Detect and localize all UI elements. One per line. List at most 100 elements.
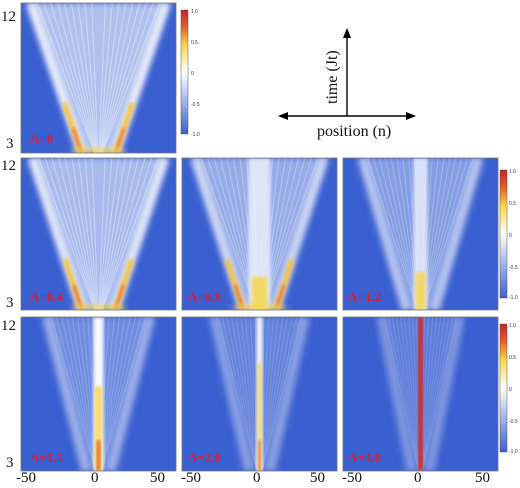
central-stripe xyxy=(248,158,271,310)
panel-label: Λ=4.0 xyxy=(348,450,381,465)
x-axis-label: position (n) xyxy=(317,123,391,140)
panel-label: Λ=2.0 xyxy=(188,450,221,465)
interference-ray xyxy=(50,317,97,471)
interference-ray xyxy=(101,158,160,310)
x-tick-label: 0 xyxy=(91,470,99,486)
interference-ray xyxy=(77,3,98,153)
interference-ray xyxy=(84,3,99,153)
interference-ray xyxy=(98,3,113,153)
interference-ray xyxy=(43,3,96,153)
interference-ray xyxy=(240,317,259,471)
interference-ray xyxy=(100,317,142,471)
colorbar-tick: 0.5 xyxy=(191,40,198,46)
interference-ray xyxy=(101,158,153,310)
interference-ray xyxy=(56,3,97,153)
interference-ray xyxy=(259,317,275,471)
interference-ray xyxy=(66,317,98,471)
interference-ray xyxy=(100,3,141,153)
interference-ray xyxy=(98,158,106,310)
heatmap-panel-lambda-1.2 xyxy=(342,157,499,311)
interference-ray xyxy=(70,3,98,153)
interference-ray xyxy=(91,158,99,310)
interference-ray xyxy=(63,3,97,153)
interference-ray xyxy=(36,3,96,153)
y-tick-label: 12 xyxy=(1,9,16,25)
colorbar-tick: -1.0 xyxy=(509,449,518,455)
interference-ray xyxy=(44,158,96,310)
x-tick-label: 50 xyxy=(475,470,490,486)
interference-ray xyxy=(422,158,463,310)
colorbar-tick: 0.5 xyxy=(509,355,516,361)
interference-ray xyxy=(99,158,126,310)
interference-ray xyxy=(226,317,259,471)
interference-ray xyxy=(260,317,288,471)
interference-ray xyxy=(84,158,99,310)
interference-ray xyxy=(366,158,418,310)
panel-frame xyxy=(20,157,177,311)
x-tick-label: -50 xyxy=(342,470,362,486)
x-tick-label: -50 xyxy=(181,470,201,486)
central-stripe-core xyxy=(415,272,426,310)
interference-ray xyxy=(91,3,99,153)
light-cone-edge xyxy=(375,317,415,471)
origin-glow xyxy=(231,303,288,310)
light-cone-fill xyxy=(31,158,166,310)
interference-ray xyxy=(98,3,106,153)
interference-ray xyxy=(217,317,258,471)
light-cone-edge xyxy=(357,158,411,310)
interference-ray xyxy=(100,317,136,471)
interference-ray xyxy=(407,317,421,471)
interference-ray xyxy=(399,317,420,471)
panel-label: Λ=1.2 xyxy=(348,289,381,304)
interference-ray xyxy=(51,158,97,310)
interference-ray xyxy=(100,158,146,310)
colorbar-tick: 1.0 xyxy=(191,9,198,15)
light-cone-edge xyxy=(41,317,90,471)
interference-ray xyxy=(71,158,98,310)
interference-ray xyxy=(100,3,134,153)
colorbar-tick: 0 xyxy=(191,71,194,77)
x-tick-label: -50 xyxy=(16,470,36,486)
colorbar-tick: 1.0 xyxy=(509,323,516,329)
interference-ray xyxy=(378,158,419,310)
interference-ray xyxy=(77,158,98,310)
interference-ray xyxy=(99,317,131,471)
colorbar-tick: 0 xyxy=(509,233,512,239)
interference-ray xyxy=(100,3,147,153)
interference-ray xyxy=(57,158,97,310)
panel-frame xyxy=(20,316,177,472)
interference-ray xyxy=(100,158,140,310)
interference-ray xyxy=(260,317,293,471)
interference-ray xyxy=(50,3,97,153)
interference-ray xyxy=(384,158,419,310)
interference-ray xyxy=(244,317,260,471)
interference-ray xyxy=(421,317,454,471)
light-cone-edge xyxy=(266,317,311,471)
light-cone-edge xyxy=(430,158,484,310)
interference-ray xyxy=(221,317,258,471)
interference-ray xyxy=(260,317,284,471)
light-cone-fill xyxy=(30,3,167,153)
interference-ray xyxy=(99,3,120,153)
interference-ray xyxy=(206,158,257,310)
interference-ray xyxy=(420,317,434,471)
interference-ray xyxy=(260,317,279,471)
interference-ray xyxy=(403,317,421,471)
central-stripe-peak xyxy=(96,440,101,471)
panel-frame xyxy=(342,157,499,311)
central-stripe-core xyxy=(257,363,262,471)
heatmap-panel-lambda-0 xyxy=(20,2,177,154)
interference-ray xyxy=(99,3,127,153)
panel-frame xyxy=(20,2,177,154)
y-tick-label: 3 xyxy=(6,455,14,471)
colorbar-tick: 1.0 xyxy=(509,169,516,175)
interference-ray xyxy=(71,317,98,471)
interference-ray xyxy=(391,317,420,471)
interference-ray xyxy=(421,317,446,471)
colorbar: 1.0 0.5 0 -0.5 -1.0 xyxy=(499,169,518,301)
interference-ray xyxy=(55,317,97,471)
interference-ray xyxy=(420,317,438,471)
y-tick-label: 3 xyxy=(6,136,14,152)
interference-ray xyxy=(101,3,161,153)
interference-ray xyxy=(421,317,450,471)
